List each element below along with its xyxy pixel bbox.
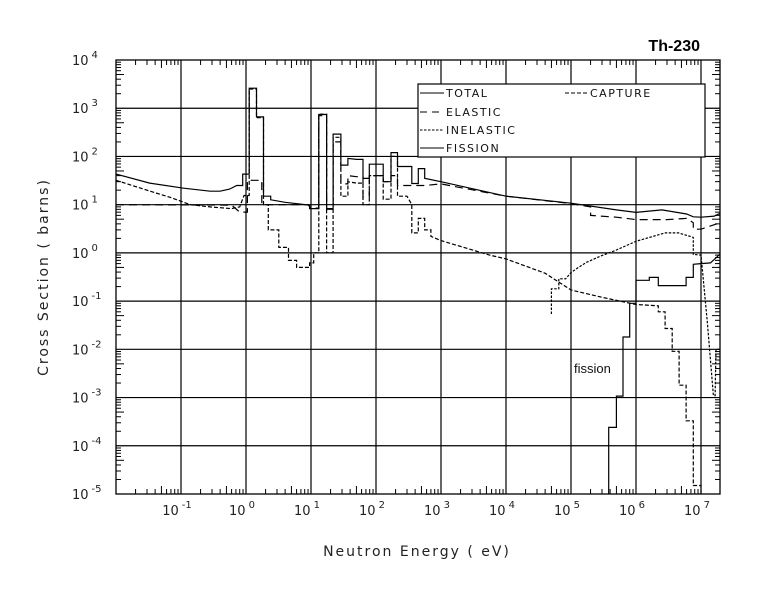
legend-label-capture: CAPTURE — [590, 87, 652, 100]
legend-label-fission: FISSION — [446, 142, 500, 155]
y-tick-label: 10 -5 — [72, 484, 102, 503]
x-tick-label: 10 5 — [554, 500, 580, 519]
plot-frame — [115, 59, 721, 495]
x-tick-label: 10 6 — [619, 500, 645, 519]
x-tick-label: 10 4 — [489, 500, 515, 519]
series-group — [116, 87, 720, 494]
legend-label-inelastic: INELASTIC — [446, 124, 516, 137]
y-tick-label: 10 0 — [72, 243, 98, 262]
x-tick-label: 10 3 — [424, 500, 450, 519]
x-axis-label: Neutron Energy ( eV) — [323, 544, 511, 560]
legend-box — [417, 83, 706, 158]
y-tick-label: 10 1 — [72, 195, 98, 214]
series-line-elastic — [116, 115, 720, 230]
chart-title: Th-230 — [648, 38, 700, 55]
y-axis-label: Cross Section ( barns) — [36, 178, 52, 376]
legend-label-elastic: ELASTIC — [446, 106, 502, 119]
legend: TOTAL ELASTIC INELASTIC FISSION CAPTURE — [417, 83, 706, 158]
legend-label-total: TOTAL — [445, 87, 488, 100]
series-line-fission — [608, 253, 720, 494]
y-tick-label: 10 -4 — [72, 436, 102, 455]
minor-ticks — [116, 60, 720, 494]
series-line-total — [116, 87, 720, 218]
y-tick-label: 10 -2 — [72, 339, 102, 358]
x-tick-label: 10 0 — [229, 500, 255, 519]
x-tick-label: 10 1 — [294, 500, 320, 519]
x-tick-label: 10 7 — [684, 500, 710, 519]
fission-annotation: fission — [574, 361, 611, 376]
y-tick-label: 10 2 — [72, 146, 98, 165]
series-line-inelastic — [550, 232, 720, 397]
y-tick-label: 10 -3 — [72, 388, 102, 407]
y-tick-label: 10 4 — [72, 50, 98, 69]
x-tick-labels: 10 -1 10 0 10 1 10 2 10 3 10 4 10 5 10 6 10 7 — [162, 500, 710, 519]
y-tick-label: 10 -1 — [72, 291, 102, 310]
series-line-capture — [116, 88, 702, 494]
y-tick-label: 10 3 — [72, 98, 98, 117]
x-tick-label: 10 2 — [359, 500, 385, 519]
x-tick-label: 10 -1 — [162, 500, 192, 519]
